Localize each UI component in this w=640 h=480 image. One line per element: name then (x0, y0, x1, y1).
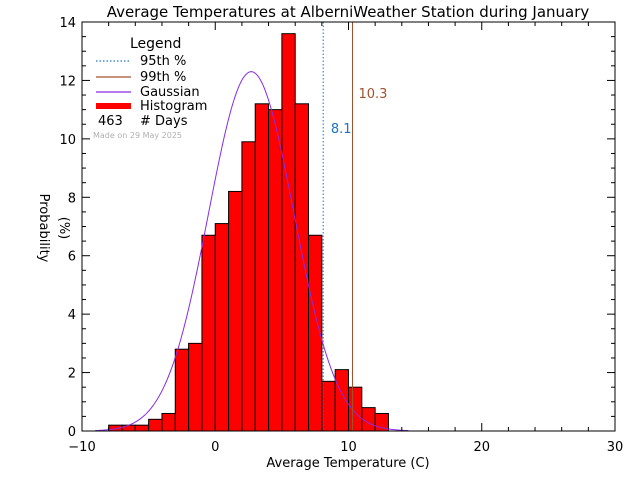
y-tick-label: 12 (59, 74, 76, 89)
y-tick-label: 0 (68, 425, 76, 440)
histogram-bar (281, 33, 296, 432)
y-tick-label: 14 (59, 16, 76, 31)
x-tick-label: −10 (68, 440, 95, 455)
y-tick-label: 4 (68, 308, 76, 323)
histogram-bar (134, 424, 150, 432)
y-axis-label-line1: Probability (36, 194, 51, 263)
histogram-bar (254, 103, 270, 432)
legend-label-gaussian: Gaussian (140, 85, 200, 100)
percentile-label: 10.3 (359, 87, 388, 102)
histogram-bar (348, 386, 363, 432)
legend-title: Legend (130, 36, 181, 52)
histogram-bars (108, 33, 389, 432)
y-tick-label: 6 (68, 250, 76, 265)
y-axis-label: Probability (%) (36, 194, 71, 263)
legend-label-95th: 95th % (140, 54, 186, 69)
x-tick-label: 10 (340, 440, 357, 455)
histogram-bar (361, 407, 376, 432)
y-axis-ticks: 0 2 4 6 8 10 12 14 (59, 16, 615, 440)
histogram-bar (294, 103, 310, 432)
histogram-bar (161, 412, 176, 432)
y-axis-label-line2: (%) (56, 217, 71, 240)
x-axis-label: Average Temperature (C) (266, 456, 429, 471)
histogram-bar (214, 223, 230, 432)
histogram-bar (321, 380, 336, 432)
chart-title: Average Temperatures at AlberniWeather S… (107, 3, 590, 21)
x-tick-label: 0 (211, 440, 219, 455)
legend: Legend 95th % 99th % Gaussian Histogram … (93, 36, 207, 140)
histogram-bar (188, 342, 203, 432)
histogram-bar (121, 424, 136, 432)
made-on-note: Made on 29 May 2025 (93, 131, 182, 140)
gaussian-curve (95, 71, 409, 432)
legend-item-95th: 95th % (96, 54, 186, 69)
y-tick-label: 8 (68, 191, 76, 206)
x-axis-ticks: −10 0 10 20 30 (68, 22, 623, 455)
legend-item-histogram: Histogram (96, 99, 207, 114)
histogram-bar (228, 190, 243, 432)
y-tick-label: 10 (59, 133, 76, 148)
gaussian-layer (95, 71, 409, 432)
days-count: 463 (98, 114, 123, 129)
x-tick-label: 30 (607, 440, 624, 455)
histogram-bar (268, 109, 283, 432)
legend-item-99th: 99th % (96, 70, 186, 85)
histogram-bar (174, 348, 190, 432)
histogram-bar (201, 234, 216, 432)
percentile-layer: 8.1 10.3 (322, 22, 388, 431)
percentile-label: 8.1 (331, 122, 352, 137)
legend-label-histogram: Histogram (140, 99, 207, 114)
histogram-bar (241, 141, 256, 432)
legend-label-99th: 99th % (140, 70, 186, 85)
x-tick-label: 20 (473, 440, 490, 455)
histogram-bar (148, 418, 163, 432)
legend-item-gaussian: Gaussian (96, 85, 200, 100)
histogram-bar (334, 369, 350, 432)
days-label: # Days (140, 114, 188, 129)
y-tick-label: 2 (68, 367, 76, 382)
